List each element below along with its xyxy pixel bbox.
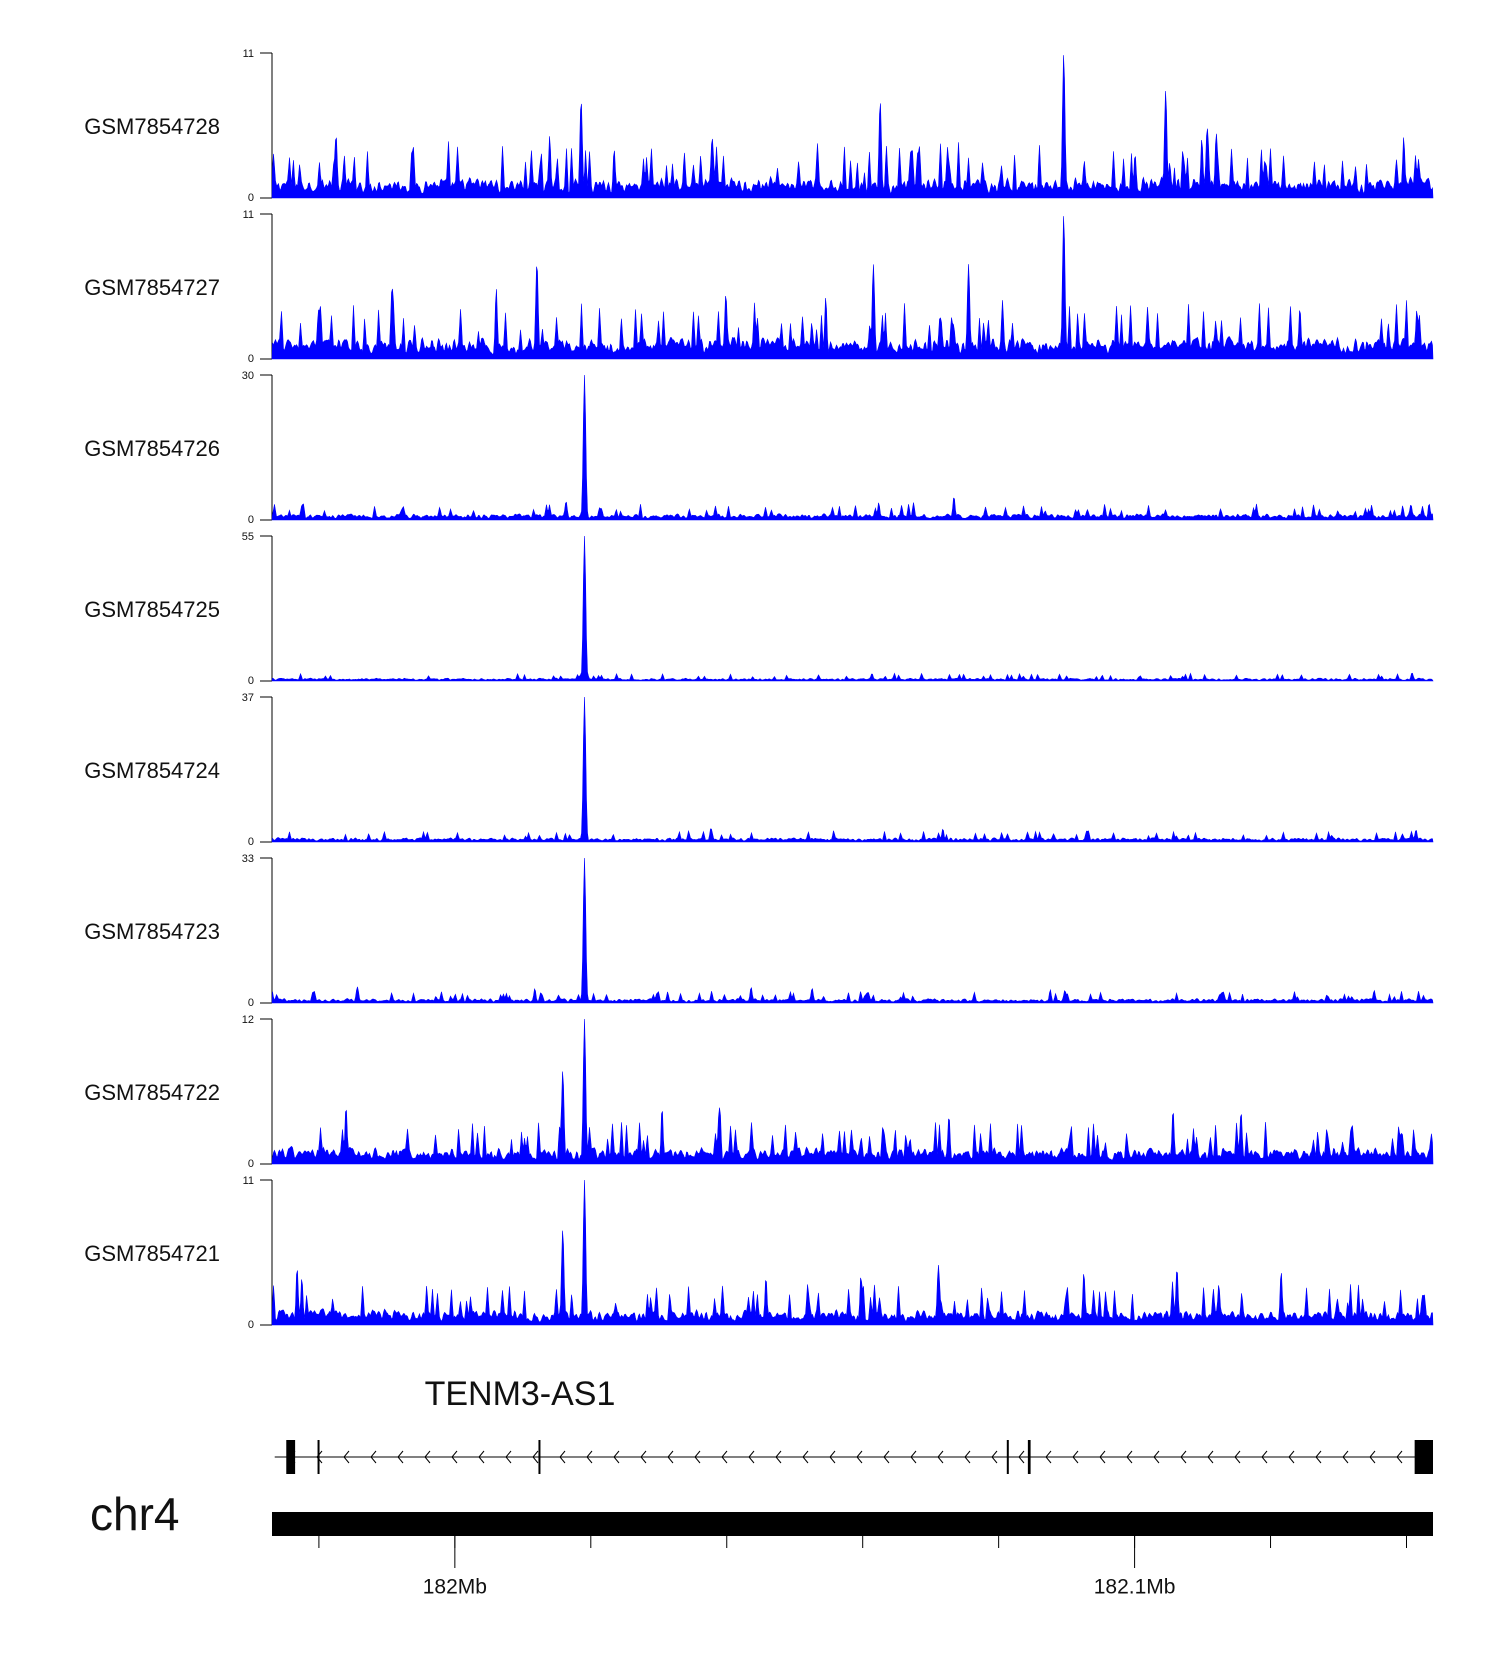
track-label: GSM7854726 bbox=[84, 436, 220, 461]
track-GSM7854728: GSM7854728 11 0 bbox=[84, 48, 1434, 204]
track-GSM7854724: GSM7854724 37 0 bbox=[84, 692, 1434, 848]
strand-arrow bbox=[640, 1450, 647, 1464]
track-label: GSM7854727 bbox=[84, 275, 220, 300]
gene-exon bbox=[286, 1440, 296, 1474]
x-tick-label: 182Mb bbox=[423, 1576, 487, 1599]
chromosome-name: chr4 bbox=[90, 1488, 179, 1540]
signal-area bbox=[271, 1018, 1434, 1165]
y-tick-label: 0 bbox=[248, 1319, 254, 1331]
strand-arrow bbox=[667, 1450, 674, 1464]
track-GSM7854725: GSM7854725 55 0 bbox=[84, 531, 1434, 687]
track-GSM7854721: GSM7854721 11 0 bbox=[84, 1175, 1434, 1331]
strand-arrow bbox=[775, 1450, 782, 1464]
y-tick-label: 11 bbox=[243, 209, 254, 221]
gene-name: TENM3-AS1 bbox=[425, 1375, 616, 1413]
y-tick-label: 0 bbox=[248, 675, 254, 687]
y-tick-label: 0 bbox=[248, 1158, 254, 1170]
strand-arrow bbox=[694, 1450, 701, 1464]
y-tick-label: 0 bbox=[248, 514, 254, 526]
strand-arrow bbox=[1396, 1450, 1403, 1464]
strand-arrow bbox=[1288, 1450, 1295, 1464]
signal-area bbox=[271, 535, 1434, 682]
y-tick-label: 0 bbox=[248, 192, 254, 204]
strand-arrow bbox=[910, 1450, 917, 1464]
strand-arrow bbox=[1234, 1450, 1241, 1464]
strand-arrow bbox=[559, 1450, 566, 1464]
strand-arrow bbox=[397, 1450, 404, 1464]
signal-area bbox=[271, 216, 1434, 360]
strand-arrow bbox=[721, 1450, 728, 1464]
y-tick-label: 30 bbox=[242, 370, 254, 382]
track-GSM7854726: GSM7854726 30 0 bbox=[84, 370, 1434, 526]
chromosome-ideogram: chr4 182Mb 182.1Mb bbox=[90, 1488, 1433, 1599]
signal-area bbox=[271, 857, 1434, 1004]
strand-arrow bbox=[424, 1450, 431, 1464]
strand-arrow bbox=[370, 1450, 377, 1464]
y-tick-label: 0 bbox=[248, 836, 254, 848]
strand-arrow bbox=[964, 1450, 971, 1464]
gene-exon bbox=[538, 1440, 541, 1474]
strand-arrow bbox=[991, 1450, 998, 1464]
signal-area bbox=[271, 696, 1434, 843]
strand-arrow bbox=[883, 1450, 890, 1464]
strand-arrow bbox=[613, 1450, 620, 1464]
y-tick-label: 33 bbox=[242, 853, 254, 865]
strand-arrow bbox=[1315, 1450, 1322, 1464]
strand-arrow bbox=[1126, 1450, 1133, 1464]
chromosome-bar bbox=[272, 1512, 1433, 1536]
strand-arrow bbox=[1018, 1450, 1025, 1464]
signal-area bbox=[271, 374, 1434, 521]
strand-arrow bbox=[505, 1450, 512, 1464]
track-label: GSM7854722 bbox=[84, 1080, 220, 1105]
track-GSM7854727: GSM7854727 11 0 bbox=[84, 209, 1434, 365]
strand-arrow bbox=[937, 1450, 944, 1464]
strand-arrow bbox=[1342, 1450, 1349, 1464]
gene-exon bbox=[1027, 1440, 1031, 1474]
strand-arrow bbox=[802, 1450, 809, 1464]
track-label: GSM7854721 bbox=[84, 1241, 220, 1266]
strand-arrow bbox=[829, 1450, 836, 1464]
track-GSM7854722: GSM7854722 12 0 bbox=[84, 1014, 1434, 1170]
track-label: GSM7854724 bbox=[84, 758, 220, 783]
strand-arrow bbox=[748, 1450, 755, 1464]
strand-arrow bbox=[343, 1450, 350, 1464]
strand-arrow bbox=[1180, 1450, 1187, 1464]
strand-arrow bbox=[1369, 1450, 1376, 1464]
gene-track: TENM3-AS1 bbox=[274, 1375, 1433, 1474]
strand-arrow bbox=[1099, 1450, 1106, 1464]
signal-area bbox=[271, 55, 1434, 199]
y-tick-label: 37 bbox=[242, 692, 254, 704]
signal-tracks: GSM7854728110GSM7854727110GSM7854726300G… bbox=[84, 48, 1434, 1331]
y-tick-label: 12 bbox=[242, 1014, 254, 1026]
strand-arrow bbox=[1072, 1450, 1079, 1464]
track-label: GSM7854723 bbox=[84, 919, 220, 944]
signal-area bbox=[271, 1179, 1434, 1326]
strand-arrow bbox=[1261, 1450, 1268, 1464]
strand-arrow bbox=[1045, 1450, 1052, 1464]
strand-arrow bbox=[1207, 1450, 1214, 1464]
y-tick-label: 55 bbox=[242, 531, 254, 543]
strand-arrow bbox=[1153, 1450, 1160, 1464]
strand-arrow bbox=[316, 1450, 323, 1464]
strand-arrow bbox=[586, 1450, 593, 1464]
y-tick-label: 0 bbox=[248, 997, 254, 1009]
strand-arrow bbox=[856, 1450, 863, 1464]
track-GSM7854723: GSM7854723 33 0 bbox=[84, 853, 1434, 1009]
gene-exon bbox=[1006, 1440, 1009, 1474]
strand-arrow bbox=[532, 1450, 539, 1464]
gene-exon bbox=[317, 1440, 320, 1474]
y-tick-label: 0 bbox=[248, 353, 254, 365]
x-tick-label: 182.1Mb bbox=[1094, 1576, 1176, 1599]
track-label: GSM7854728 bbox=[84, 114, 220, 139]
y-tick-label: 11 bbox=[243, 1175, 254, 1187]
strand-arrow bbox=[478, 1450, 485, 1464]
gene-exon bbox=[1414, 1440, 1433, 1474]
y-tick-label: 11 bbox=[243, 48, 254, 60]
strand-arrow bbox=[451, 1450, 458, 1464]
track-label: GSM7854725 bbox=[84, 597, 220, 622]
